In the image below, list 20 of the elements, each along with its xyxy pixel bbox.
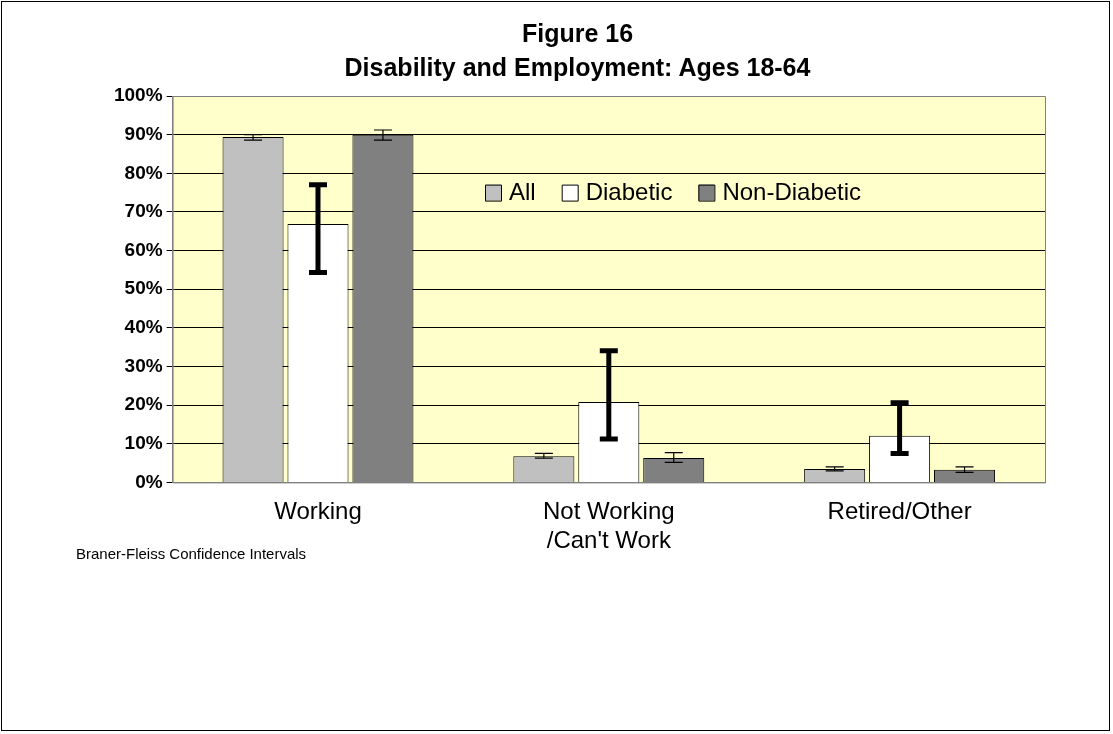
y-tick-label: 60% [124,238,163,260]
legend-label: Diabetic [585,178,673,206]
y-tick-label: 100% [113,84,163,106]
y-tick-label: 0% [135,470,163,492]
y-tick-label: 10% [124,431,163,453]
chart-title: Figure 16 [521,18,634,47]
x-tick-label: Not Working /Can't Work [542,497,675,554]
y-tick-label: 80% [124,161,163,183]
text: Braner-Fleiss Confidence Intervals [76,544,307,562]
y-tick-label: 20% [124,393,163,415]
chart-subtitle: Disability and Employment: Ages 18-64 [344,52,811,81]
x-tick-label: Retired/Other [827,497,972,525]
y-tick-label: 40% [124,316,163,338]
y-tick-label: 50% [124,277,163,299]
legend-label: Non-Diabetic [722,178,862,206]
y-tick-label: 70% [124,200,163,222]
x-tick-label: Working [274,497,362,525]
legend-label: All [509,178,536,206]
y-tick-label: 30% [124,354,163,376]
y-tick-label: 90% [124,122,163,144]
